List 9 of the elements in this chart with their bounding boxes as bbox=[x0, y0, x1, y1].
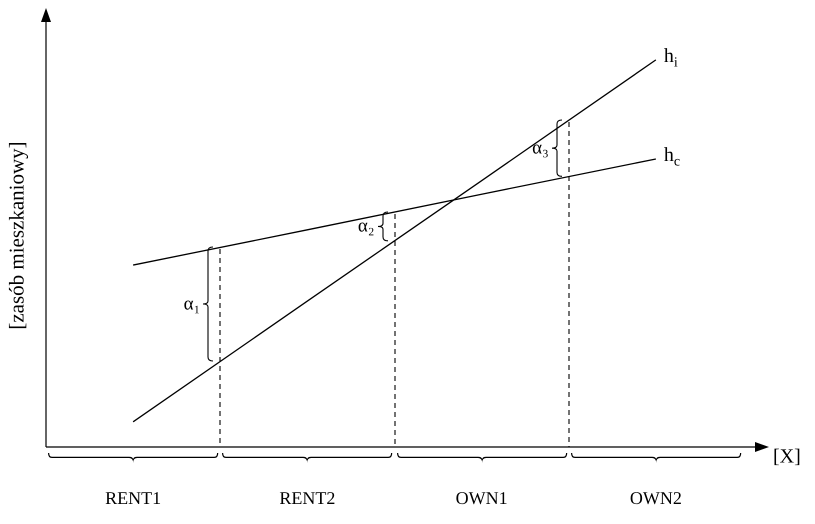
x-tick-label: RENT2 bbox=[279, 488, 336, 508]
y-axis-title: [zasób mieszkaniowy] bbox=[4, 141, 29, 330]
x-tick-label: OWN1 bbox=[456, 488, 508, 508]
x-tick-label: RENT1 bbox=[105, 488, 162, 508]
x-axis-title: [X] bbox=[773, 445, 801, 468]
annotation: α₂ bbox=[358, 215, 375, 236]
annotation: α₁ bbox=[184, 293, 200, 314]
annotation: α₃ bbox=[532, 137, 549, 158]
x-tick-label: OWN2 bbox=[630, 488, 682, 508]
